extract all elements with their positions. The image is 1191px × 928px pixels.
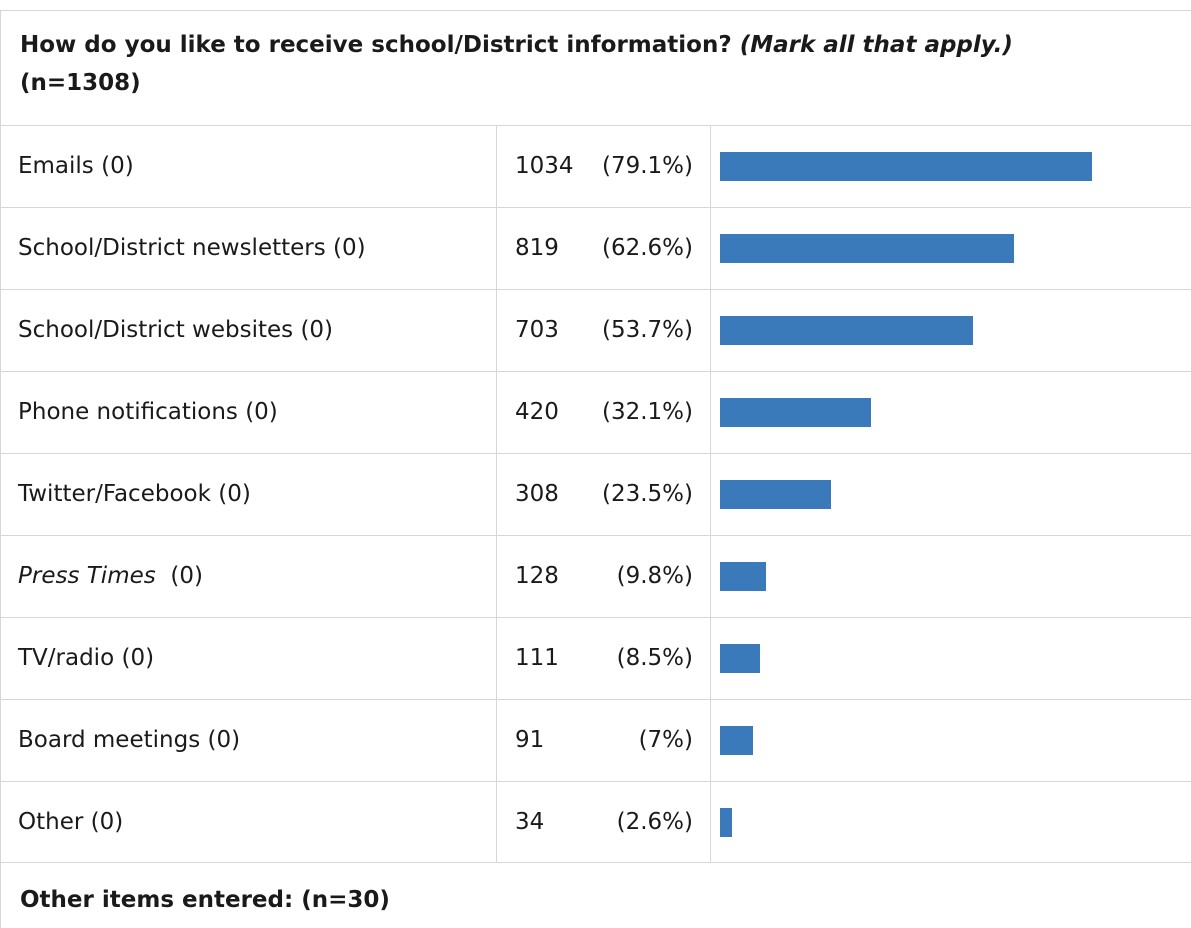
column-divider-bar: [710, 125, 711, 863]
row-divider: [0, 371, 1191, 372]
table-row: Board meetings (0) 91 (7%): [0, 699, 1191, 781]
option-count: 819: [515, 235, 559, 261]
option-suffix: (0): [101, 153, 134, 179]
percent-bar: [720, 808, 732, 837]
option-percent: (9.8%): [616, 563, 693, 589]
table-row: Twitter/Facebook (0) 308 (23.5%): [0, 453, 1191, 535]
table-row: School/District newsletters (0) 819 (62.6%…: [0, 207, 1191, 289]
option-name: Press Times: [18, 563, 156, 589]
results-table: [0, 10, 1191, 928]
percent-bar: [720, 234, 1014, 263]
question-sample-size: (n=1308): [20, 70, 141, 96]
option-count: 1034: [515, 153, 574, 179]
option-count: 308: [515, 481, 559, 507]
percent-bar: [720, 644, 760, 673]
option-suffix: (0): [300, 317, 334, 343]
footer-divider: [0, 862, 1191, 863]
percent-bar: [720, 480, 831, 509]
option-count: 420: [515, 399, 559, 425]
option-label: Twitter/Facebook (0): [18, 453, 251, 535]
option-count: 111: [515, 645, 559, 671]
option-count: 91: [515, 727, 545, 753]
option-suffix: (0): [90, 809, 124, 835]
option-name: School/District newsletters: [18, 235, 326, 261]
option-label: Emails (0): [18, 125, 134, 207]
option-percent: (7%): [638, 727, 693, 753]
option-name: Other: [18, 809, 84, 835]
option-name: Twitter/Facebook: [18, 481, 211, 507]
option-name: Emails: [18, 153, 94, 179]
question-note: (Mark all that apply.): [739, 32, 1013, 58]
table-row: Emails (0) 1034 (79.1%): [0, 125, 1191, 207]
header-divider: [0, 125, 1191, 126]
table-row: Other (0) 34 (2.6%): [0, 781, 1191, 863]
question-title: How do you like to receive school/Distri…: [20, 26, 1170, 102]
option-count: 703: [515, 317, 559, 343]
option-name: Board meetings: [18, 727, 201, 753]
option-count: 34: [515, 809, 545, 835]
option-suffix: (0): [218, 481, 251, 507]
row-divider: [0, 453, 1191, 454]
row-divider: [0, 207, 1191, 208]
row-divider: [0, 617, 1191, 618]
percent-bar: [720, 152, 1092, 181]
option-percent: (8.5%): [616, 645, 693, 671]
option-label: Other (0): [18, 781, 123, 863]
option-percent: (62.6%): [601, 235, 693, 261]
option-label: School/District websites (0): [18, 289, 333, 371]
percent-bar: [720, 562, 766, 591]
percent-bar: [720, 726, 753, 755]
question-text: How do you like to receive school/Distri…: [20, 32, 732, 58]
other-items-entered: Other items entered: (n=30): [20, 887, 390, 913]
table-row: Press Times (0) 128 (9.8%): [0, 535, 1191, 617]
option-label: Phone notifications (0): [18, 371, 278, 453]
option-suffix: (0): [121, 645, 155, 671]
option-suffix: (0): [207, 727, 241, 753]
row-divider: [0, 699, 1191, 700]
option-label: Board meetings (0): [18, 699, 240, 781]
table-row: Phone notifications (0) 420 (32.1%): [0, 371, 1191, 453]
row-divider: [0, 781, 1191, 782]
column-divider-count: [496, 125, 497, 863]
option-percent: (23.5%): [601, 481, 693, 507]
option-label: Press Times (0): [18, 535, 203, 617]
option-name: School/District websites: [18, 317, 294, 343]
option-label: School/District newsletters (0): [18, 207, 366, 289]
option-percent: (32.1%): [601, 399, 693, 425]
table-row: TV/radio (0) 111 (8.5%): [0, 617, 1191, 699]
option-suffix: (0): [333, 235, 366, 261]
option-suffix: (0): [245, 399, 278, 425]
option-percent: (2.6%): [616, 809, 693, 835]
option-percent: (53.7%): [601, 317, 693, 343]
percent-bar: [720, 398, 871, 427]
percent-bar: [720, 316, 973, 345]
option-name: TV/radio: [18, 645, 115, 671]
option-count: 128: [515, 563, 559, 589]
row-divider: [0, 289, 1191, 290]
table-row: School/District websites (0) 703 (53.7%): [0, 289, 1191, 371]
option-percent: (79.1%): [601, 153, 693, 179]
option-name: Phone notifications: [18, 399, 238, 425]
option-label: TV/radio (0): [18, 617, 154, 699]
row-divider: [0, 535, 1191, 536]
option-suffix: (0): [170, 563, 203, 589]
